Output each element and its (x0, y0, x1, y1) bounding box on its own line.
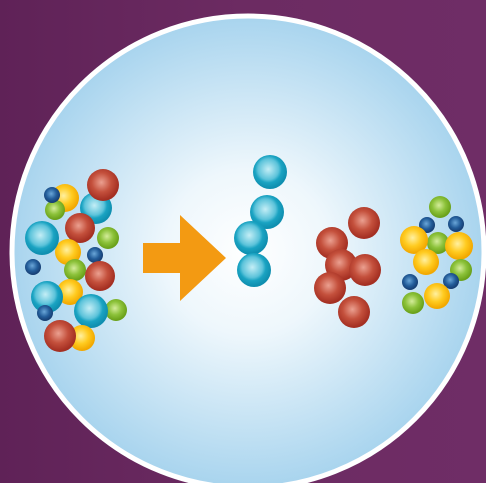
ball (105, 299, 127, 321)
ball (413, 249, 439, 275)
ball (445, 232, 473, 260)
ball (314, 272, 346, 304)
ball (87, 169, 119, 201)
ball (424, 283, 450, 309)
ball (45, 200, 65, 220)
ball (25, 259, 41, 275)
ball (402, 292, 424, 314)
ball (234, 221, 268, 255)
ball (349, 254, 381, 286)
ball (338, 296, 370, 328)
ball (25, 221, 59, 255)
ball (348, 207, 380, 239)
ball (253, 155, 287, 189)
ball (237, 253, 271, 287)
ball (44, 187, 60, 203)
ball (44, 320, 76, 352)
ball (448, 216, 464, 232)
ball (37, 305, 53, 321)
illustration (0, 0, 486, 483)
ball (429, 196, 451, 218)
ball (85, 261, 115, 291)
page (0, 0, 486, 483)
ball (87, 247, 103, 263)
ball (64, 259, 86, 281)
ball (97, 227, 119, 249)
ball (74, 294, 108, 328)
ball (65, 213, 95, 243)
ball (402, 274, 418, 290)
